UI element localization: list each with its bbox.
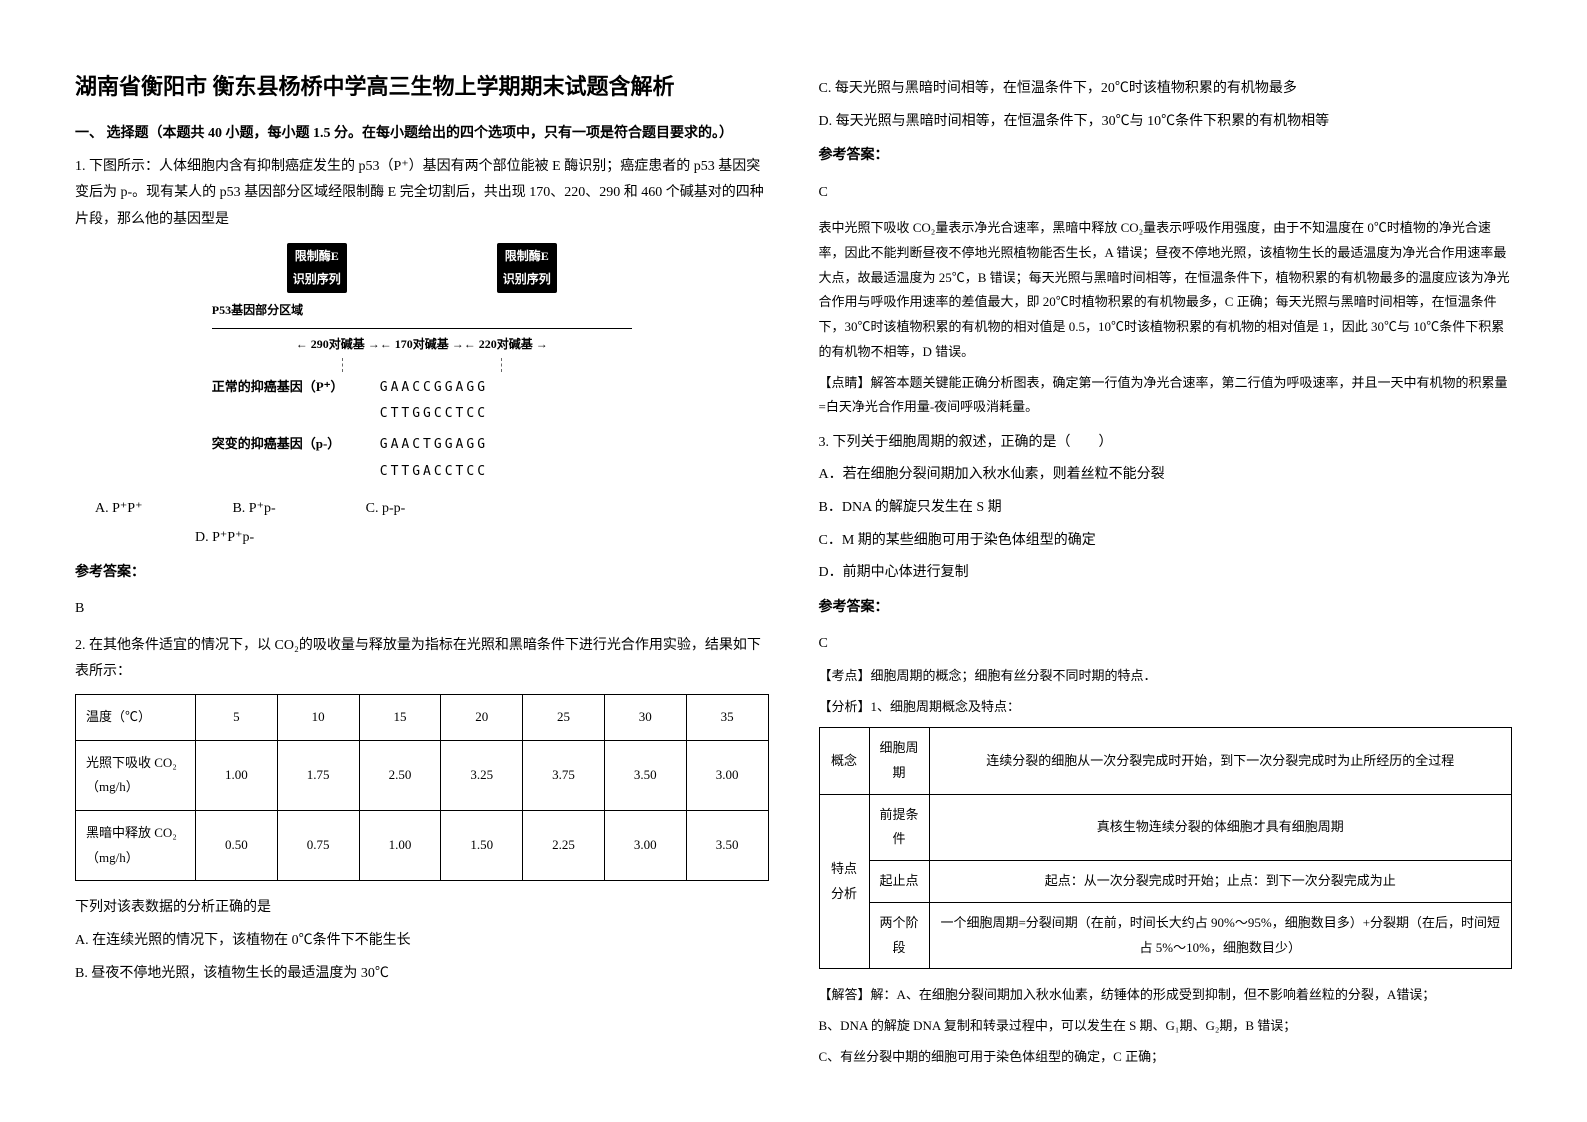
q3-fx: 【分析】1、细胞周期概念及特点： bbox=[819, 695, 1513, 720]
th: 35 bbox=[686, 694, 768, 740]
q1-opt-b: B. P⁺p- bbox=[232, 496, 275, 523]
q1-answer-label: 参考答案： bbox=[75, 560, 769, 587]
q2-opt-c: C. 每天光照与黑暗时间相等，在恒温条件下，20℃时该植物积累的有机物最多 bbox=[819, 76, 1513, 103]
q3-answer-label: 参考答案： bbox=[819, 595, 1513, 622]
q3-opt-d: D．前期中心体进行复制 bbox=[819, 560, 1513, 587]
table-row: 两个阶段 一个细胞周期=分裂间期（在前，时间长大约占 90%～95%，细胞数目多… bbox=[819, 902, 1512, 968]
td: 0.75 bbox=[277, 810, 359, 880]
q1-opt-a: A. P⁺P⁺ bbox=[95, 496, 142, 523]
td: 3.00 bbox=[604, 810, 686, 880]
td: 真核生物连续分裂的体细胞才具有细胞周期 bbox=[929, 794, 1512, 860]
td: 3.25 bbox=[441, 740, 523, 810]
td: 前提条件 bbox=[869, 794, 929, 860]
td: 一个细胞周期=分裂间期（在前，时间长大约占 90%～95%，细胞数目多）+分裂期… bbox=[929, 902, 1512, 968]
diag-normal-label: 正常的抑癌基因（P⁺） bbox=[212, 375, 362, 400]
th: 20 bbox=[441, 694, 523, 740]
td: 3.00 bbox=[686, 740, 768, 810]
page-title: 湖南省衡阳市 衡东县杨桥中学高三生物上学期期末试题含解析 bbox=[75, 70, 769, 103]
q2-opt-b: B. 昼夜不停地光照，该植物生长的最适温度为 30℃ bbox=[75, 961, 769, 988]
q2-opt-a: A. 在连续光照的情况下，该植物在 0℃条件下不能生长 bbox=[75, 928, 769, 955]
table-row: 光照下吸收 CO₂（mg/h） 1.00 1.75 2.50 3.25 3.75… bbox=[76, 740, 769, 810]
q1-opt-c: C. p-p- bbox=[366, 496, 406, 523]
q3-opt-b: B．DNA 的解旋只发生在 S 期 bbox=[819, 495, 1513, 522]
q2-after: 下列对该表数据的分析正确的是 bbox=[75, 895, 769, 922]
q1-answer: B bbox=[75, 596, 769, 623]
q2-stem: 2. 在其他条件适宜的情况下，以 CO₂的吸收量与释放量为指标在光照和黑暗条件下… bbox=[75, 633, 769, 686]
diag-segments: ← 290对碱基 →← 170对碱基 →← 220对碱基 → bbox=[212, 333, 632, 356]
td: 两个阶段 bbox=[869, 902, 929, 968]
td: 光照下吸收 CO₂（mg/h） bbox=[76, 740, 196, 810]
diag-normal-seq1: GAACCGGAGG bbox=[380, 376, 488, 401]
th: 25 bbox=[523, 694, 605, 740]
diag-head-right: 限制酶E 识别序列 bbox=[497, 243, 557, 293]
td: 特点分析 bbox=[819, 794, 869, 968]
q1-stem: 1. 下图所示：人体细胞内含有抑制癌症发生的 p53（P⁺）基因有两个部位能被 … bbox=[75, 154, 769, 234]
q1-opt-d: D. P⁺P⁺p- bbox=[195, 525, 769, 552]
diag-mut-label: 突变的抑癌基因（p-） bbox=[212, 432, 362, 457]
td: 1.50 bbox=[441, 810, 523, 880]
td: 连续分裂的细胞从一次分裂完成时开始，到下一次分裂完成时为止所经历的全过程 bbox=[929, 728, 1512, 794]
td: 概念 bbox=[819, 728, 869, 794]
q1-diagram: 限制酶E 识别序列 限制酶E 识别序列 P53基因部分区域 ← 290对碱基 →… bbox=[212, 243, 632, 486]
th: 15 bbox=[359, 694, 441, 740]
td: 起止点 bbox=[869, 861, 929, 903]
th: 温度（℃） bbox=[76, 694, 196, 740]
td: 2.25 bbox=[523, 810, 605, 880]
q2-explain: 表中光照下吸收 CO₂量表示净光合速率，黑暗中释放 CO₂量表示呼吸作用强度，由… bbox=[819, 216, 1513, 364]
q3-stem: 3. 下列关于细胞周期的叙述，正确的是（ ） bbox=[819, 430, 1513, 457]
table-row: 黑暗中释放 CO₂（mg/h） 0.50 0.75 1.00 1.50 2.25… bbox=[76, 810, 769, 880]
q2-table: 温度（℃） 5 10 15 20 25 30 35 光照下吸收 CO₂（mg/h… bbox=[75, 694, 769, 881]
td: 3.50 bbox=[686, 810, 768, 880]
td: 3.50 bbox=[604, 740, 686, 810]
q3-opt-a: A．若在细胞分裂间期加入秋水仙素，则着丝粒不能分裂 bbox=[819, 462, 1513, 489]
diag-normal-seq2: CTTGGCCTCC bbox=[380, 402, 488, 427]
q3-jie1: 【解答】解：A、在细胞分裂间期加入秋水仙素，纺锤体的形成受到抑制，但不影响着丝粒… bbox=[819, 983, 1513, 1008]
diag-mut-seq1: GAACTGGAGG bbox=[380, 433, 488, 458]
diag-head-left: 限制酶E 识别序列 bbox=[287, 243, 347, 293]
th: 10 bbox=[277, 694, 359, 740]
q3-concept-table: 概念 细胞周期 连续分裂的细胞从一次分裂完成时开始，到下一次分裂完成时为止所经历… bbox=[819, 727, 1513, 969]
table-row: 概念 细胞周期 连续分裂的细胞从一次分裂完成时开始，到下一次分裂完成时为止所经历… bbox=[819, 728, 1512, 794]
q2-answer-label: 参考答案： bbox=[819, 143, 1513, 170]
table-row: 特点分析 前提条件 真核生物连续分裂的体细胞才具有细胞周期 bbox=[819, 794, 1512, 860]
td: 起点：从一次分裂完成时开始；止点：到下一次分裂完成为止 bbox=[929, 861, 1512, 903]
q1-options: A. P⁺P⁺ B. P⁺p- C. p-p- bbox=[95, 496, 769, 523]
diag-mut-seq2: CTTGACCTCC bbox=[380, 460, 488, 485]
q3-opt-c: C．M 期的某些细胞可用于染色体组型的确定 bbox=[819, 528, 1513, 555]
q2-answer: C bbox=[819, 180, 1513, 207]
q2-opt-d: D. 每天光照与黑暗时间相等，在恒温条件下，30℃与 10℃条件下积累的有机物相… bbox=[819, 109, 1513, 136]
td: 2.50 bbox=[359, 740, 441, 810]
td: 1.00 bbox=[359, 810, 441, 880]
td: 1.75 bbox=[277, 740, 359, 810]
td: 黑暗中释放 CO₂（mg/h） bbox=[76, 810, 196, 880]
td: 3.75 bbox=[523, 740, 605, 810]
td: 0.50 bbox=[196, 810, 278, 880]
table-row: 起止点 起点：从一次分裂完成时开始；止点：到下一次分裂完成为止 bbox=[819, 861, 1512, 903]
th: 5 bbox=[196, 694, 278, 740]
q3-answer: C bbox=[819, 631, 1513, 658]
th: 30 bbox=[604, 694, 686, 740]
td: 细胞周期 bbox=[869, 728, 929, 794]
table-row: 温度（℃） 5 10 15 20 25 30 35 bbox=[76, 694, 769, 740]
q3-jie3: C、有丝分裂中期的细胞可用于染色体组型的确定，C 正确； bbox=[819, 1045, 1513, 1070]
q2-point: 【点睛】解答本题关键能正确分析图表，确定第一行值为净光合速率，第二行值为呼吸速率… bbox=[819, 371, 1513, 420]
diag-region-label: P53基因部分区域 bbox=[212, 299, 632, 322]
q3-kp: 【考点】细胞周期的概念；细胞有丝分裂不同时期的特点． bbox=[819, 664, 1513, 689]
q3-jie2: B、DNA 的解旋 DNA 复制和转录过程中，可以发生在 S 期、G₁期、G₂期… bbox=[819, 1014, 1513, 1039]
td: 1.00 bbox=[196, 740, 278, 810]
section-heading: 一、 选择题（本题共 40 小题，每小题 1.5 分。在每小题给出的四个选项中，… bbox=[75, 121, 769, 148]
